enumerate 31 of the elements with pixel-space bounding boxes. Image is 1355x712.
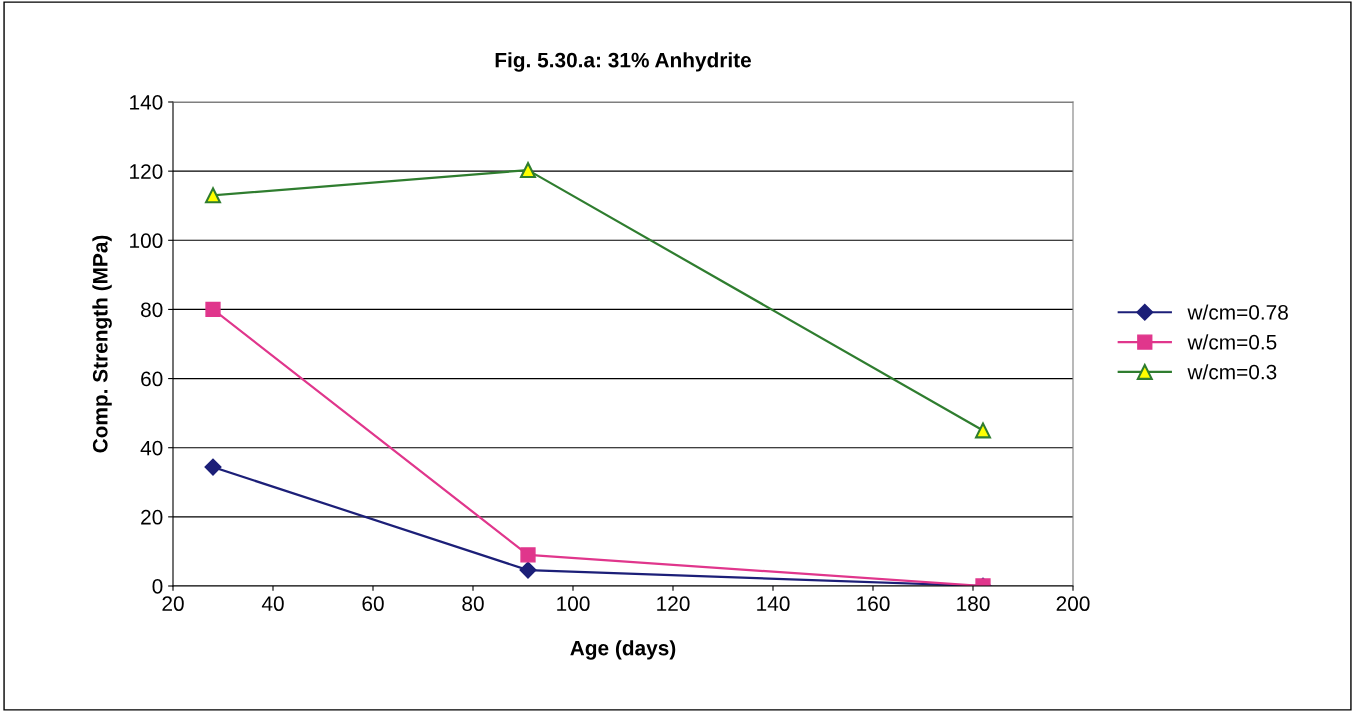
y-tick-label: 0 [152,579,163,594]
point [205,301,221,318]
x-tick-label: 60 [362,596,384,612]
point [519,561,537,579]
x-tick-label: 200 [1056,596,1090,612]
x-tick-label: 160 [857,596,890,612]
x-tick-label: 40 [261,596,284,612]
point [520,162,536,179]
x-tick-label: 100 [557,596,590,612]
y-tick-label: 60 [141,371,163,387]
x-tick-label: 80 [462,596,484,612]
y-tick-label: 20 [141,509,163,525]
chart-title: Fig. 5.30.a: 31% Anhydrite [495,52,751,72]
y-tick-label: 120 [130,164,163,179]
point [204,458,222,476]
point [205,187,221,204]
x-axis-title: Age (days) [570,640,676,660]
x-tick-label: 140 [757,596,790,612]
y-tick-label: 100 [130,233,163,249]
y-tick-label: 140 [130,95,163,110]
x-tick-label: 20 [162,596,184,612]
legend-label: w/cm=0.5 [1187,334,1277,350]
point [975,422,991,439]
point [520,547,536,563]
y-tick-label: 80 [141,302,163,318]
legend-label: w/cm=0.78 [1187,304,1288,320]
y-axis-title: Comp. Strength (MPa) [92,235,112,453]
x-tick-label: 120 [657,596,690,612]
x-tick-label: 180 [957,596,990,612]
y-tick-label: 40 [140,440,163,456]
legend-label: w/cm=0.3 [1187,364,1277,380]
